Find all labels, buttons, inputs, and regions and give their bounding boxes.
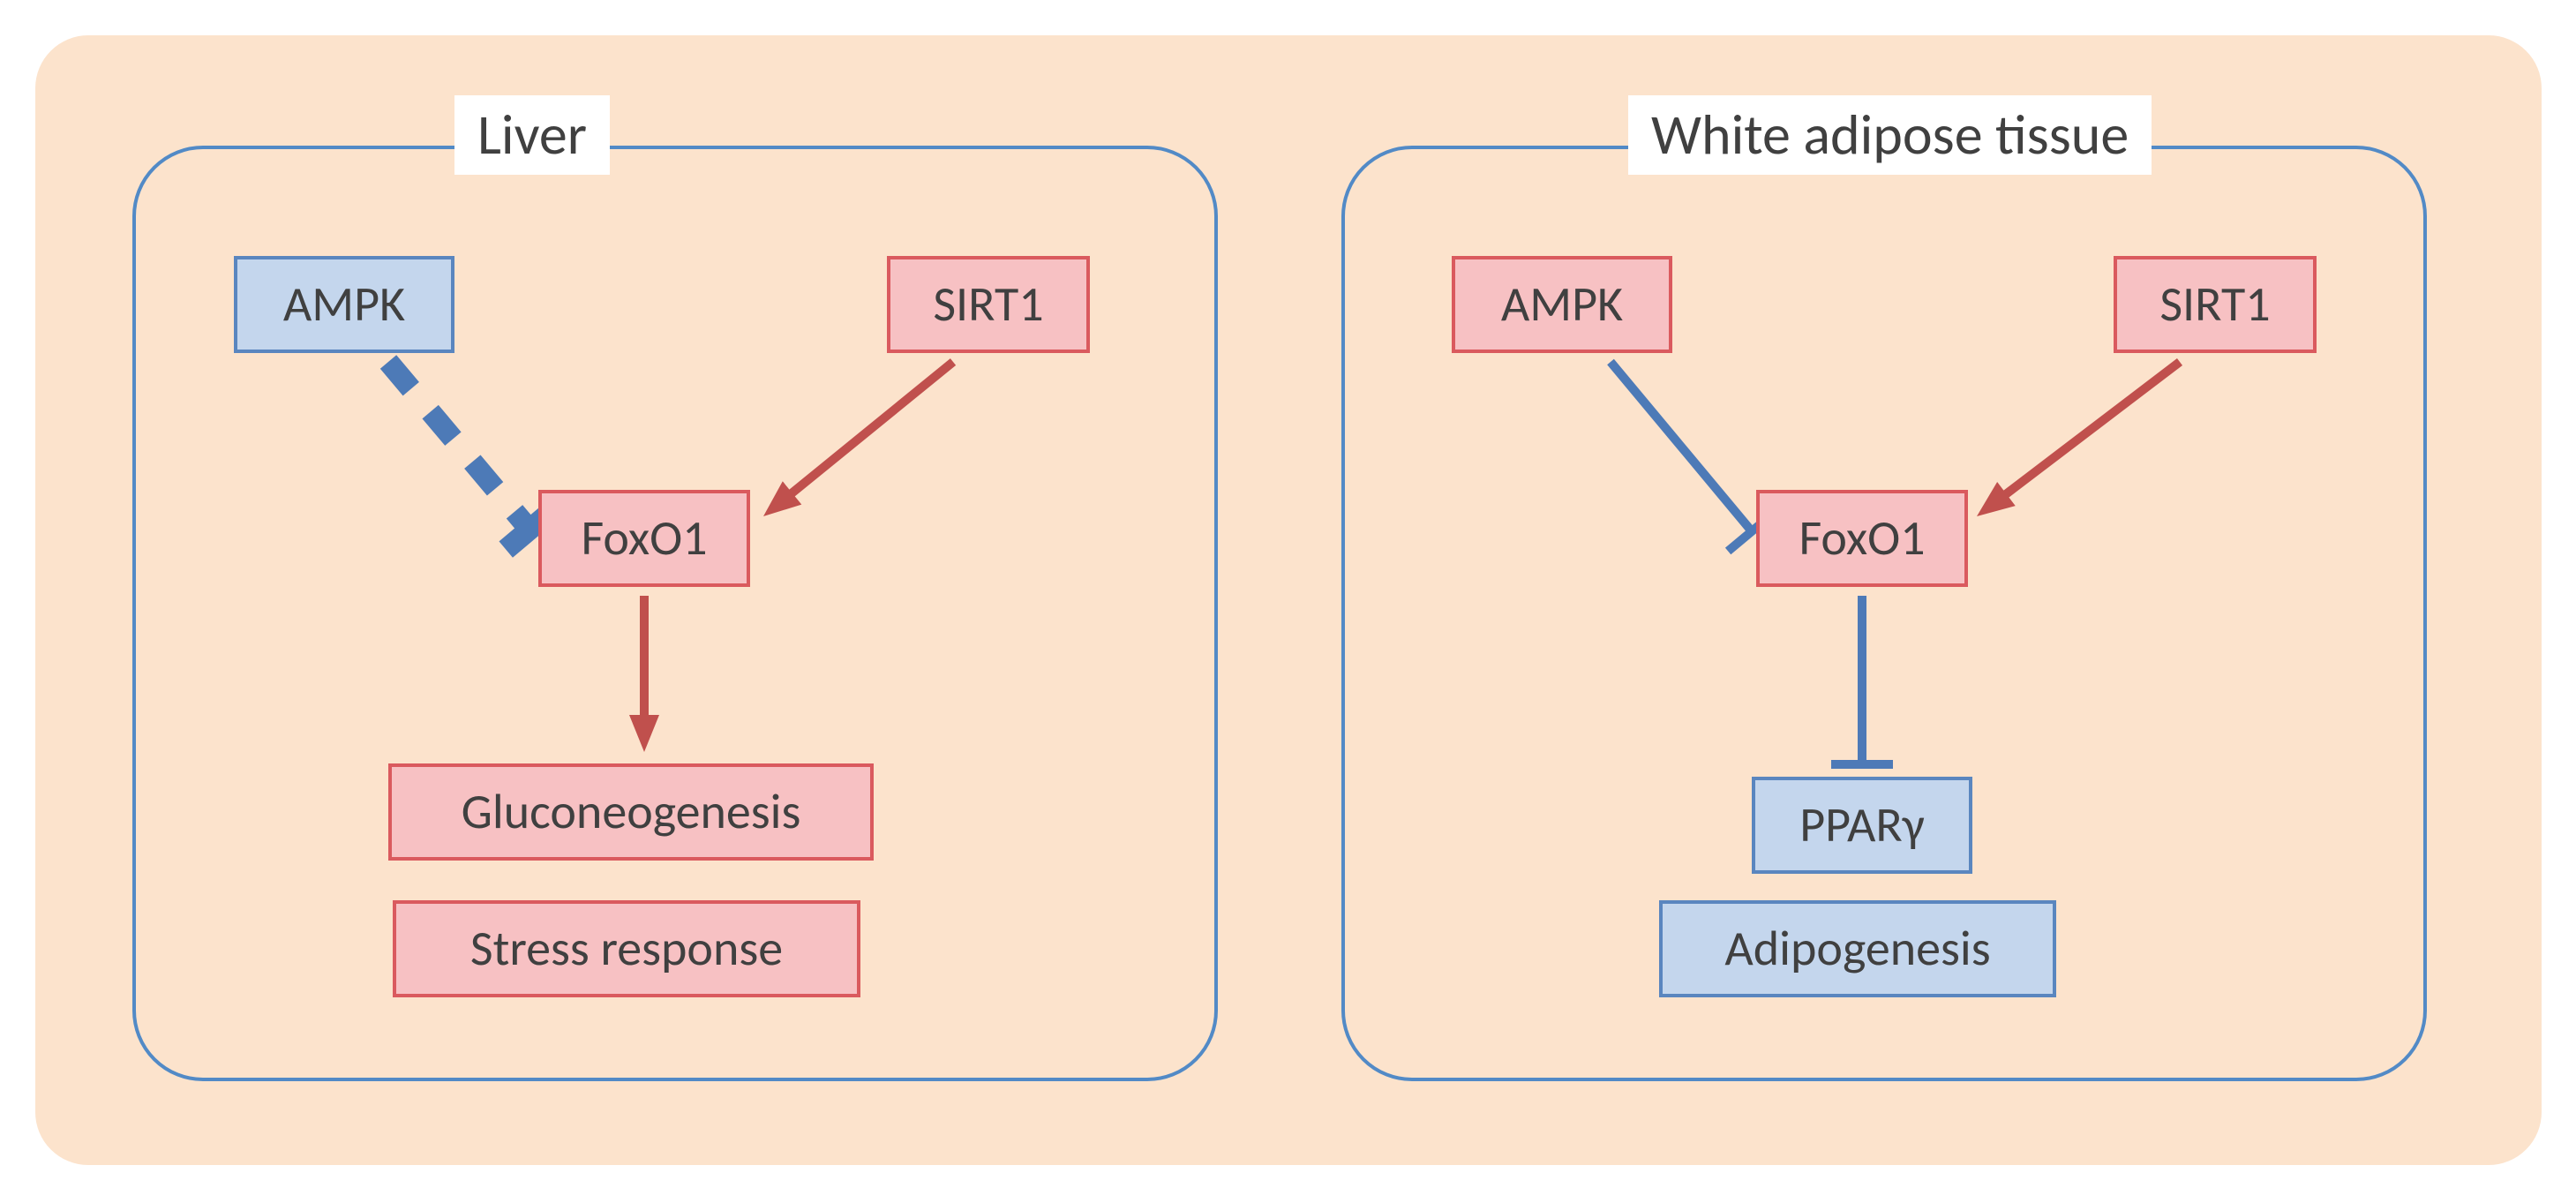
wat-ampk-node: AMPK: [1452, 256, 1672, 353]
wat-pparg-node: PPARγ: [1752, 777, 1972, 874]
wat-adipogenesis-node: Adipogenesis: [1659, 900, 2056, 997]
liver-gluconeogenesis-node: Gluconeogenesis: [388, 763, 874, 861]
liver-sirt1-node: SIRT1: [887, 256, 1090, 353]
liver-title: Liver: [454, 95, 610, 175]
liver-foxo1-node: FoxO1: [538, 490, 750, 587]
wat-title: White adipose tissue: [1628, 95, 2152, 175]
wat-sirt1-node: SIRT1: [2114, 256, 2317, 353]
wat-foxo1-node: FoxO1: [1756, 490, 1968, 587]
liver-ampk-node: AMPK: [234, 256, 454, 353]
liver-stress-response-node: Stress response: [393, 900, 860, 997]
